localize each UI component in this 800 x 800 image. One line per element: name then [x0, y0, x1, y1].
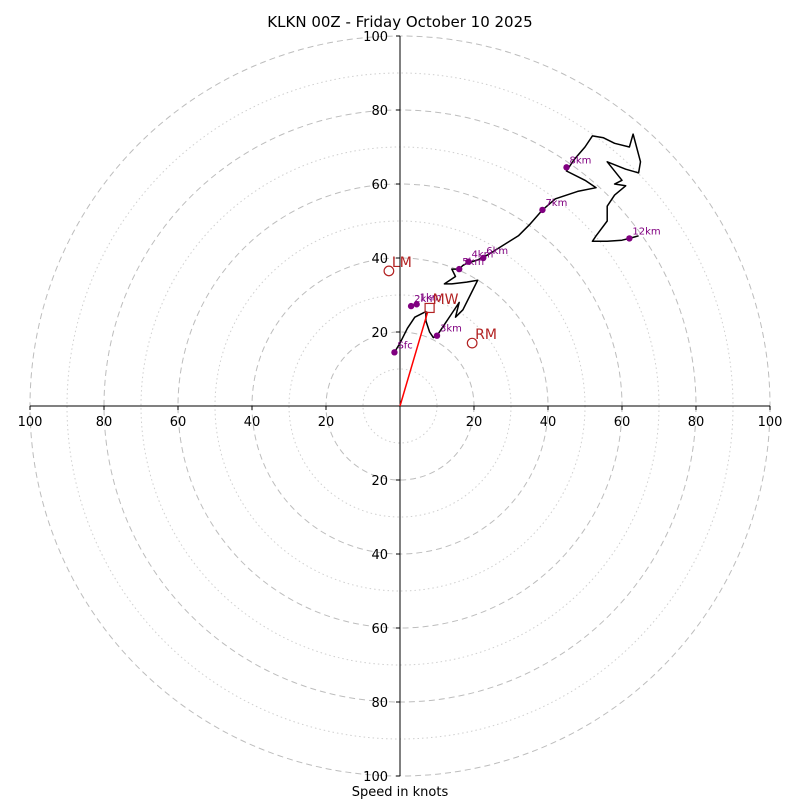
storm-motion-mw: MW: [424, 292, 459, 314]
height-marker: 3km: [433, 324, 462, 339]
storm-motion-rm: RM: [466, 327, 497, 349]
height-marker: 5km: [456, 257, 484, 273]
height-marker-point: [465, 258, 472, 265]
y-tick-label: 40: [371, 252, 388, 267]
storm-motion-marker: [424, 302, 435, 314]
mean-wind-vector-group: [399, 311, 429, 407]
height-marker-label: 12km: [632, 226, 660, 237]
height-marker-point: [433, 332, 441, 339]
y-tick-label: 60: [371, 622, 388, 637]
x-tick-label: 80: [96, 415, 113, 430]
height-marker-point: [413, 301, 420, 308]
height-marker-point: [407, 302, 415, 310]
y-tick-label: 100: [363, 30, 388, 45]
x-tick-label: 60: [614, 415, 631, 430]
x-tick-label: 20: [466, 415, 483, 430]
x-tick-label: 80: [688, 415, 705, 430]
x-tick-label: 40: [244, 415, 261, 430]
height-marker: 6km: [480, 246, 508, 262]
storm-motion-label: LM: [392, 255, 412, 271]
height-marker-label: 7km: [545, 198, 567, 209]
storm-motion-label: RM: [475, 327, 497, 343]
storm-motion-lm: LM: [383, 255, 412, 277]
height-marker: Sfc: [391, 340, 413, 356]
height-markers: Sfc1km2km3km4km5km6km7km8km12km: [391, 155, 661, 356]
height-marker-point: [539, 206, 546, 214]
height-marker-label: 3km: [440, 324, 462, 335]
height-marker-point: [456, 265, 463, 273]
height-marker: 7km: [539, 198, 567, 214]
y-tick-label: 20: [371, 326, 388, 341]
height-marker: 12km: [626, 226, 661, 242]
chart-title: KLKN 00Z - Friday October 10 2025: [267, 13, 532, 31]
height-marker-label: 2km: [414, 294, 436, 305]
y-tick-label: 40: [371, 548, 388, 563]
x-axis-label: Speed in knots: [352, 785, 449, 800]
height-marker-label: 8km: [570, 155, 592, 166]
x-tick-label: 100: [758, 415, 783, 430]
tick-labels: 100 100 100 100 80 80 80 80 60 60 60 60 40 40 40 40 20 20…: [18, 30, 783, 785]
height-marker-label: 5km: [462, 257, 484, 268]
height-marker-point: [480, 254, 487, 262]
x-tick-label: 60: [170, 415, 187, 430]
height-marker-label: 6km: [486, 246, 508, 257]
y-tick-label: 60: [371, 178, 388, 193]
storm-motions: MW RM LM: [383, 255, 497, 349]
mean-wind-vector: [399, 311, 429, 407]
height-marker-label: Sfc: [397, 340, 412, 351]
x-tick-label: 20: [318, 415, 335, 430]
storm-motion-label: MW: [433, 292, 459, 308]
y-tick-label: 80: [371, 696, 388, 711]
storm-motion-marker: [383, 265, 395, 277]
y-tick-label: 100: [363, 770, 388, 785]
x-tick-label: 40: [540, 415, 557, 430]
x-tick-label: 100: [18, 415, 43, 430]
height-marker: 2km: [407, 294, 436, 310]
height-marker: 1km: [413, 292, 442, 308]
height-marker: 8km: [563, 155, 592, 171]
hodograph-trace: [393, 133, 642, 353]
height-marker-point: [563, 164, 570, 171]
height-marker-label: 1km: [420, 292, 442, 303]
height-marker-point: [626, 235, 633, 242]
storm-motion-marker: [466, 337, 478, 349]
hodograph-trace-group: [393, 133, 642, 353]
height-marker-point: [391, 349, 398, 356]
y-tick-label: 80: [371, 104, 388, 119]
y-tick-label: 20: [371, 474, 388, 489]
